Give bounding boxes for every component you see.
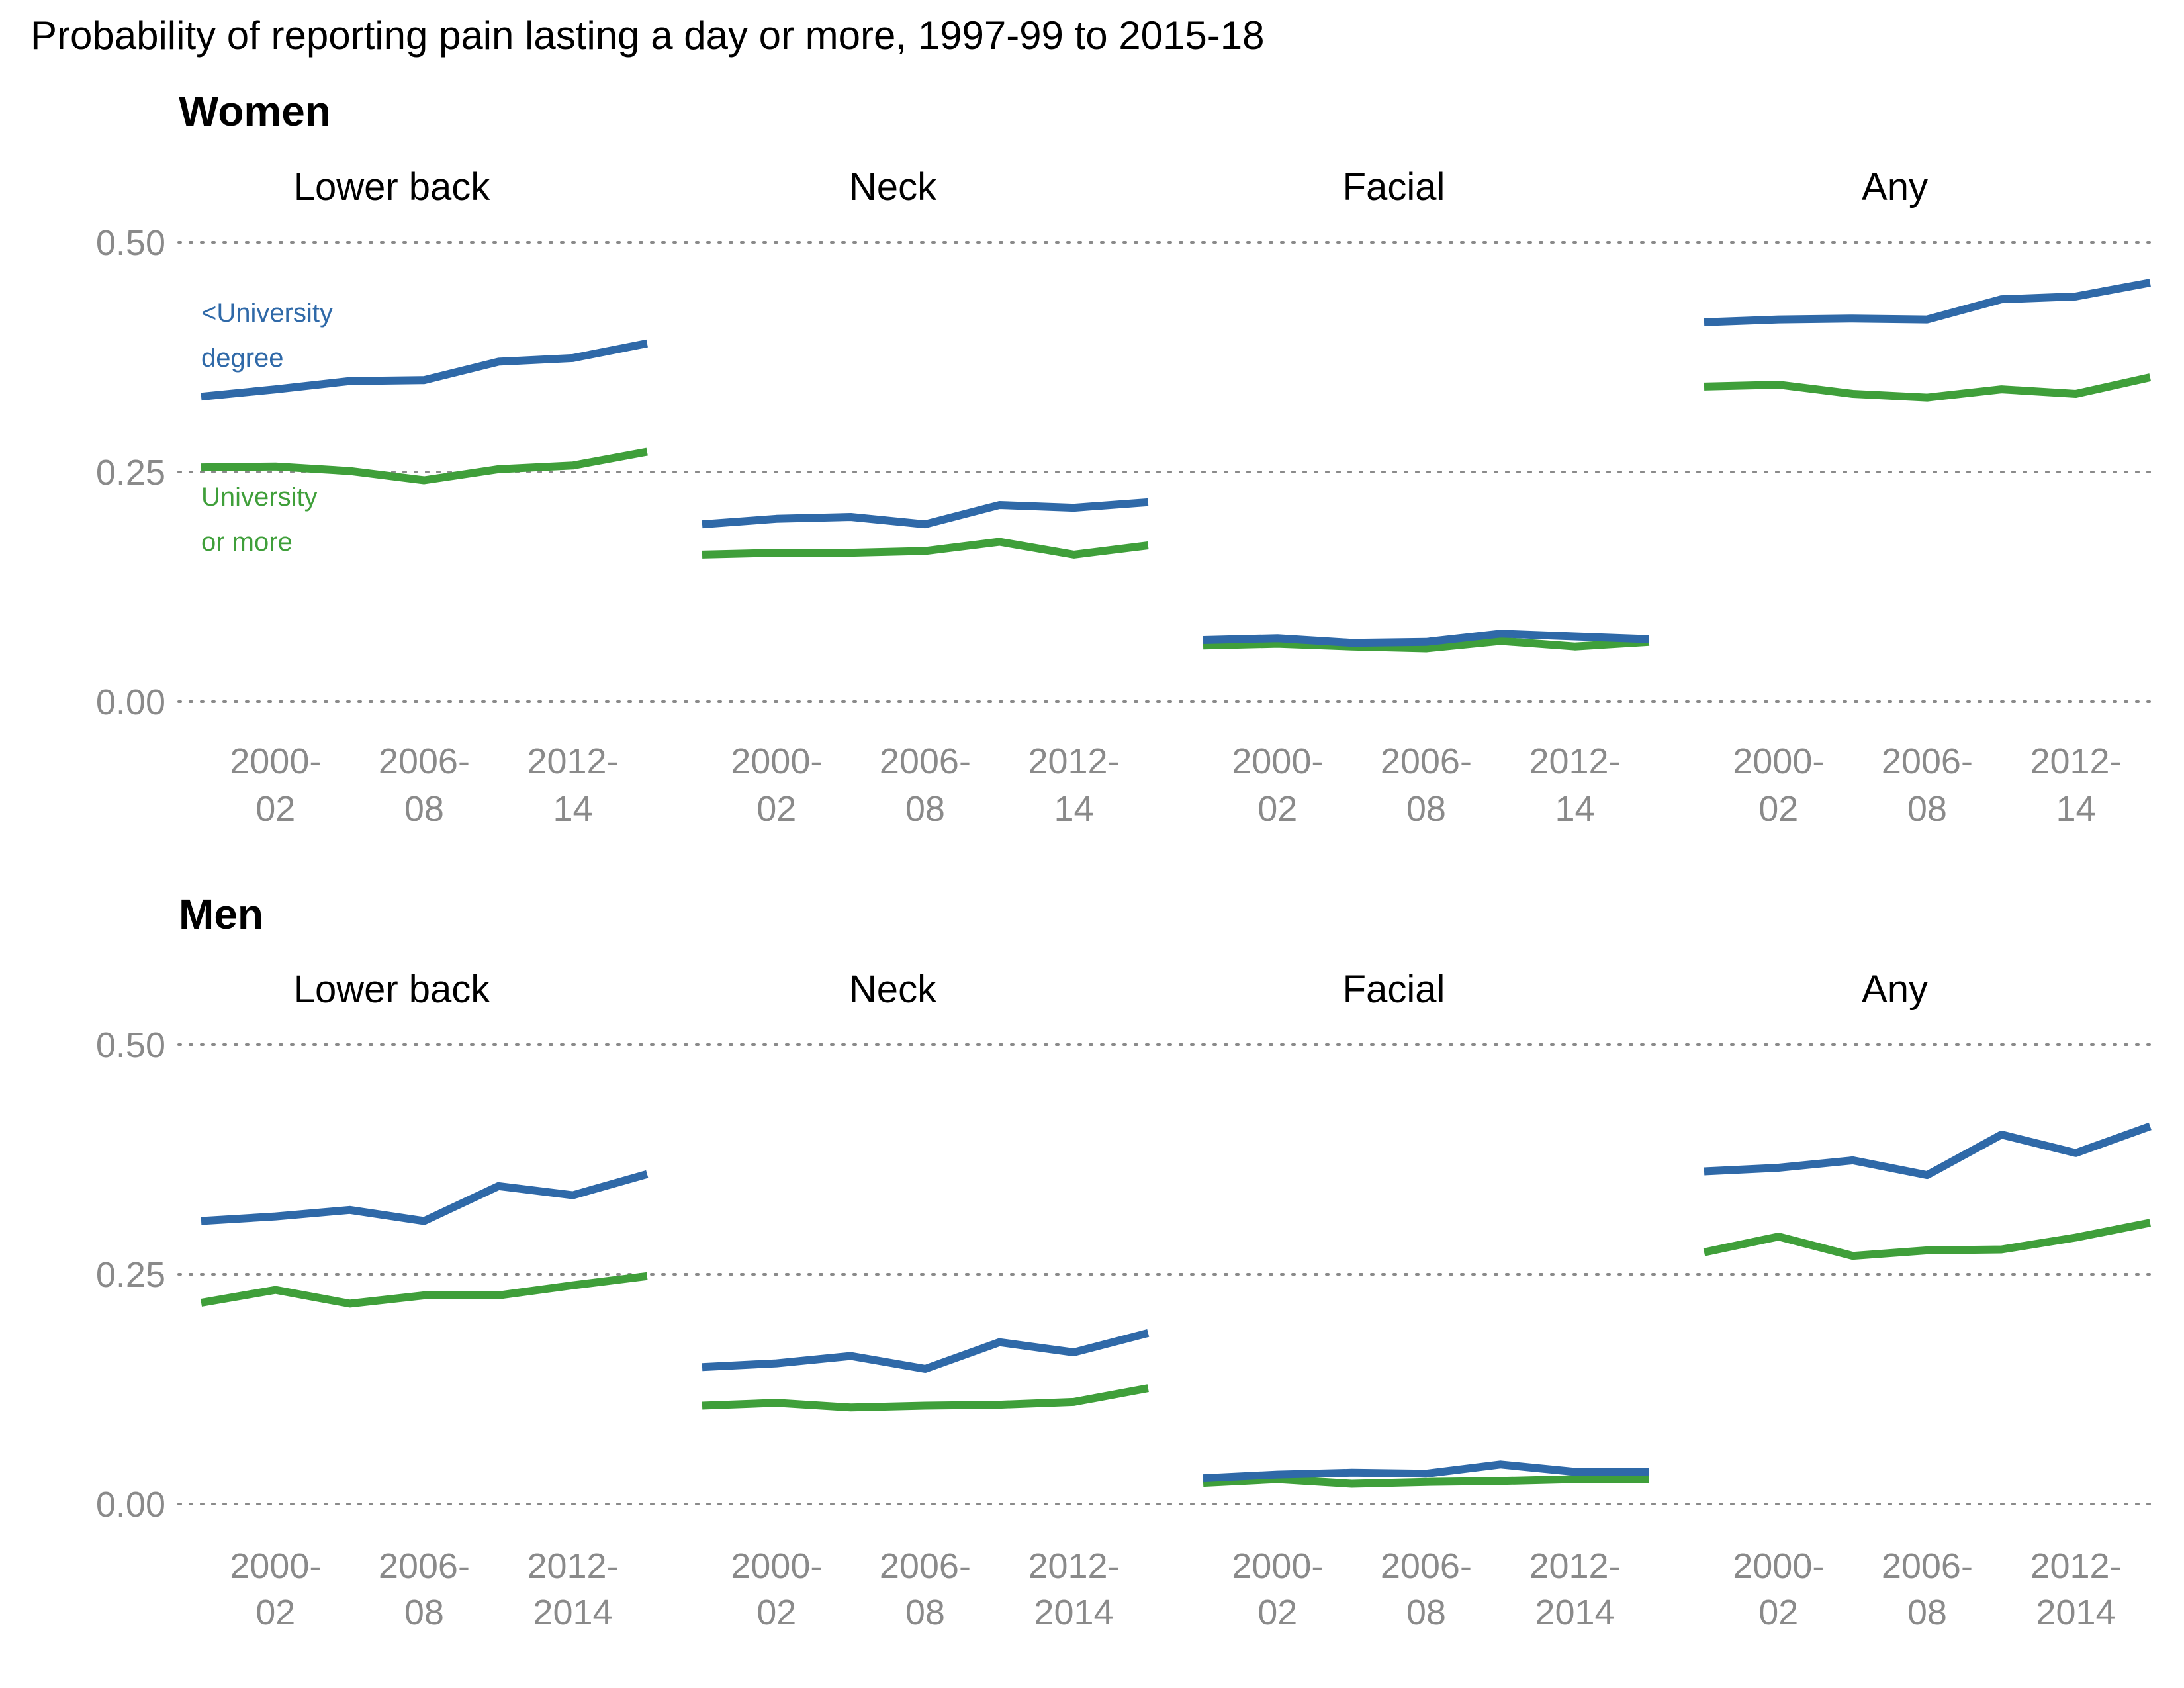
- facet-facial: Facial 2000- 02 2006- 08 2012- 2014: [1203, 968, 1649, 1632]
- x-tick-label: 14: [2056, 789, 2095, 829]
- x-tick-label: 2006-: [1882, 741, 1973, 781]
- series-line-below-university: [1203, 630, 1650, 647]
- facet-title: Neck: [849, 968, 937, 1011]
- x-tick-label: 2006-: [880, 741, 971, 781]
- x-tick-label: 2014: [1034, 1593, 1113, 1632]
- x-tick-label: 2000-: [1232, 1546, 1323, 1586]
- x-tick-label: 08: [1406, 789, 1446, 829]
- facet-title: Lower back: [294, 968, 491, 1011]
- x-tick-label: 02: [1758, 1593, 1798, 1632]
- y-tick-label: 0.00: [96, 682, 165, 722]
- y-tick-label: 0.50: [96, 223, 165, 263]
- series-label-below-university: <University: [201, 299, 333, 328]
- series-line-university: [702, 538, 1149, 559]
- x-tick-label: 2000-: [1733, 1546, 1824, 1586]
- x-tick-label: 2006-: [1882, 1546, 1973, 1586]
- group-title: Men: [179, 890, 263, 938]
- facet-title: Any: [1862, 165, 1928, 209]
- x-tick-label: 2012-: [2030, 741, 2121, 781]
- x-tick-label: 02: [756, 789, 796, 829]
- facet-lower-back: Lower back 2000- 02 2006- 08 2012- 2014: [200, 968, 649, 1632]
- x-tick-label: 02: [1758, 789, 1798, 829]
- x-tick-label: 02: [255, 789, 295, 829]
- series-label-university: University: [201, 483, 318, 512]
- series-line-below-university: [1704, 279, 2151, 326]
- x-tick-label: 2012-: [1028, 741, 1119, 781]
- x-tick-label: 08: [404, 1593, 444, 1632]
- facet-neck: Neck 2000- 02 2006- 08 2012- 14: [702, 165, 1149, 829]
- x-tick-label: 14: [1555, 789, 1594, 829]
- facet-lower-back: Lower back 2000- 02 2006- 08 2012- 14: [201, 165, 648, 829]
- group-title: Women: [179, 87, 331, 135]
- x-tick-label: 2000-: [731, 1546, 822, 1586]
- series-label-university: or more: [201, 528, 293, 557]
- y-tick-label: 0.25: [96, 1255, 165, 1295]
- x-tick-label: 2000-: [1232, 741, 1323, 781]
- series-line-below-university: [201, 1170, 649, 1225]
- x-tick-label: 02: [756, 1593, 796, 1632]
- facet-any: Any 2000- 02 2006- 08 2012- 2014: [1703, 968, 2152, 1632]
- series-line-below-university: [1704, 1122, 2152, 1180]
- series-line-university: [1703, 1219, 2151, 1260]
- series-line-below-university: [1203, 1460, 1649, 1483]
- facet-neck: Neck 2000- 02 2006- 08 2012- 2014: [702, 968, 1150, 1632]
- x-tick-label: 08: [1907, 789, 1947, 829]
- x-tick-label: 02: [1257, 789, 1297, 829]
- x-tick-label: 02: [1257, 1593, 1297, 1632]
- x-tick-label: 08: [905, 789, 945, 829]
- series-line-below-university: [702, 498, 1149, 529]
- y-tick-label: 0.50: [96, 1025, 165, 1065]
- series-labels: <University degree University or more: [201, 299, 333, 557]
- facet-any: Any 2000- 02 2006- 08 2012- 14: [1704, 165, 2152, 829]
- x-tick-label: 2006-: [880, 1546, 971, 1586]
- x-tick-label: 2012-: [2030, 1546, 2121, 1586]
- x-tick-label: 14: [1054, 789, 1093, 829]
- x-tick-label: 2006-: [379, 741, 470, 781]
- series-line-university: [201, 447, 648, 485]
- series-line-university: [1203, 637, 1650, 653]
- x-tick-label: 2012-: [1529, 741, 1620, 781]
- panel-group-men: Men 0.00 0.25 0.50 Lower back 2000- 02 2006- 08 2…: [96, 890, 2159, 1632]
- x-tick-label: 14: [553, 789, 592, 829]
- series-label-below-university: degree: [201, 344, 284, 373]
- y-tick-label: 0.25: [96, 453, 165, 492]
- x-tick-label: 2012-: [527, 1546, 618, 1586]
- series-line-below-university: [201, 339, 648, 401]
- facet-title: Facial: [1343, 165, 1445, 209]
- x-tick-label: 08: [1907, 1593, 1947, 1632]
- x-tick-label: 2014: [1535, 1593, 1614, 1632]
- x-tick-label: 2006-: [1381, 1546, 1472, 1586]
- x-tick-label: 2000-: [230, 741, 321, 781]
- facet-title: Any: [1862, 968, 1928, 1011]
- series-line-university: [200, 1272, 648, 1308]
- series-line-below-university: [702, 1329, 1150, 1373]
- series-line-university: [1704, 373, 2152, 402]
- x-tick-label: 08: [905, 1593, 945, 1632]
- x-tick-label: 02: [255, 1593, 295, 1632]
- x-tick-label: 2012-: [1028, 1546, 1119, 1586]
- x-tick-label: 2006-: [379, 1546, 470, 1586]
- plot-area: Women 0.00 0.25 0.50 Lower back 2000- 02 2006- 0…: [96, 87, 2159, 1632]
- x-tick-label: 2000-: [1733, 741, 1824, 781]
- x-tick-label: 2014: [533, 1593, 612, 1632]
- facet-title: Neck: [849, 165, 937, 209]
- series-line-university: [1203, 1475, 1649, 1488]
- x-tick-label: 2014: [2036, 1593, 2115, 1632]
- x-tick-label: 2012-: [527, 741, 618, 781]
- series-line-university: [702, 1384, 1149, 1412]
- x-tick-label: 08: [1406, 1593, 1446, 1632]
- facet-title: Facial: [1343, 968, 1445, 1011]
- facet-title: Lower back: [294, 165, 491, 209]
- y-tick-label: 0.00: [96, 1485, 165, 1524]
- x-tick-label: 2000-: [230, 1546, 321, 1586]
- x-tick-label: 2006-: [1381, 741, 1472, 781]
- panel-group-women: Women 0.00 0.25 0.50 Lower back 2000- 02 2006- 0…: [96, 87, 2159, 829]
- x-tick-label: 2012-: [1529, 1546, 1620, 1586]
- facet-facial: Facial 2000- 02 2006- 08 2012- 14: [1203, 165, 1650, 829]
- x-tick-label: 08: [404, 789, 444, 829]
- chart-title: Probability of reporting pain lasting a …: [30, 13, 1264, 58]
- x-tick-label: 2000-: [731, 741, 822, 781]
